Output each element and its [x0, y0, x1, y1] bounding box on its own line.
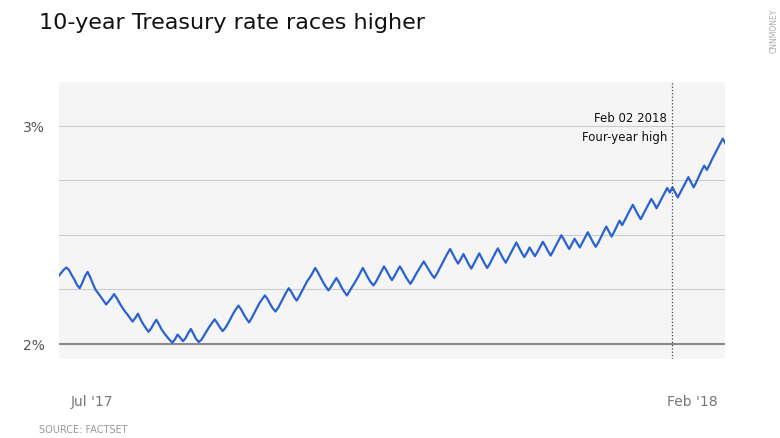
Text: SOURCE: FACTSET: SOURCE: FACTSET — [39, 424, 127, 434]
Text: Jul '17: Jul '17 — [70, 394, 112, 408]
Text: Feb '18: Feb '18 — [667, 394, 718, 408]
Text: 10-year Treasury rate races higher: 10-year Treasury rate races higher — [39, 13, 425, 33]
Text: Feb 02 2018
Four-year high: Feb 02 2018 Four-year high — [582, 111, 667, 143]
Text: CNNMONEY: CNNMONEY — [769, 9, 778, 53]
